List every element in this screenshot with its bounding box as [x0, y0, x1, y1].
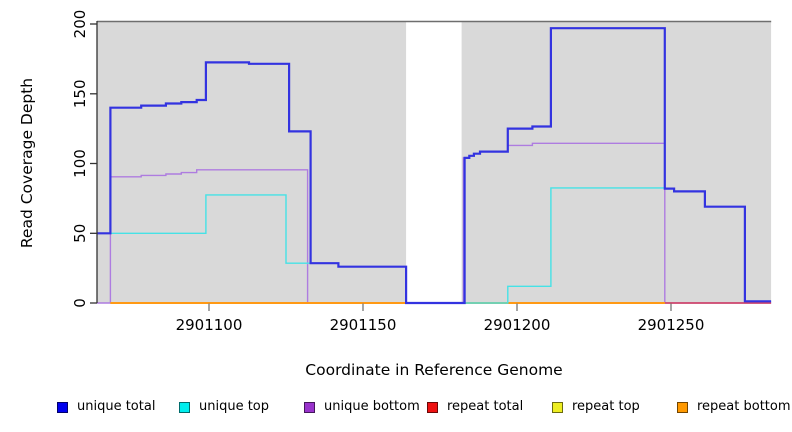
axes: 0 50 100 150 200 2901100 2901150 2901200 2901250 [71, 10, 772, 334]
y-tick-label: 100 [71, 149, 89, 178]
covered-region-panels [96, 22, 772, 303]
coverage-series-lines [96, 27, 772, 305]
y-tick-label: 0 [71, 298, 89, 308]
y-tick-label: 200 [71, 10, 89, 39]
x-axis-title: Coordinate in Reference Genome [305, 361, 562, 379]
y-axis-title: Read Coverage Depth [18, 78, 36, 248]
series-line-unique-total [96, 27, 772, 305]
x-tick-label: 2901100 [176, 316, 243, 334]
covered-region-panel [96, 22, 407, 303]
y-tick-label: 50 [71, 224, 89, 243]
y-tick-label: 150 [71, 79, 89, 108]
series-line-unique-bottom [96, 169, 407, 304]
covered-region-panel [461, 22, 772, 303]
x-tick-label: 2901200 [484, 316, 551, 334]
x-tick-label: 2901250 [638, 316, 705, 334]
x-tick-label: 2901150 [330, 316, 397, 334]
